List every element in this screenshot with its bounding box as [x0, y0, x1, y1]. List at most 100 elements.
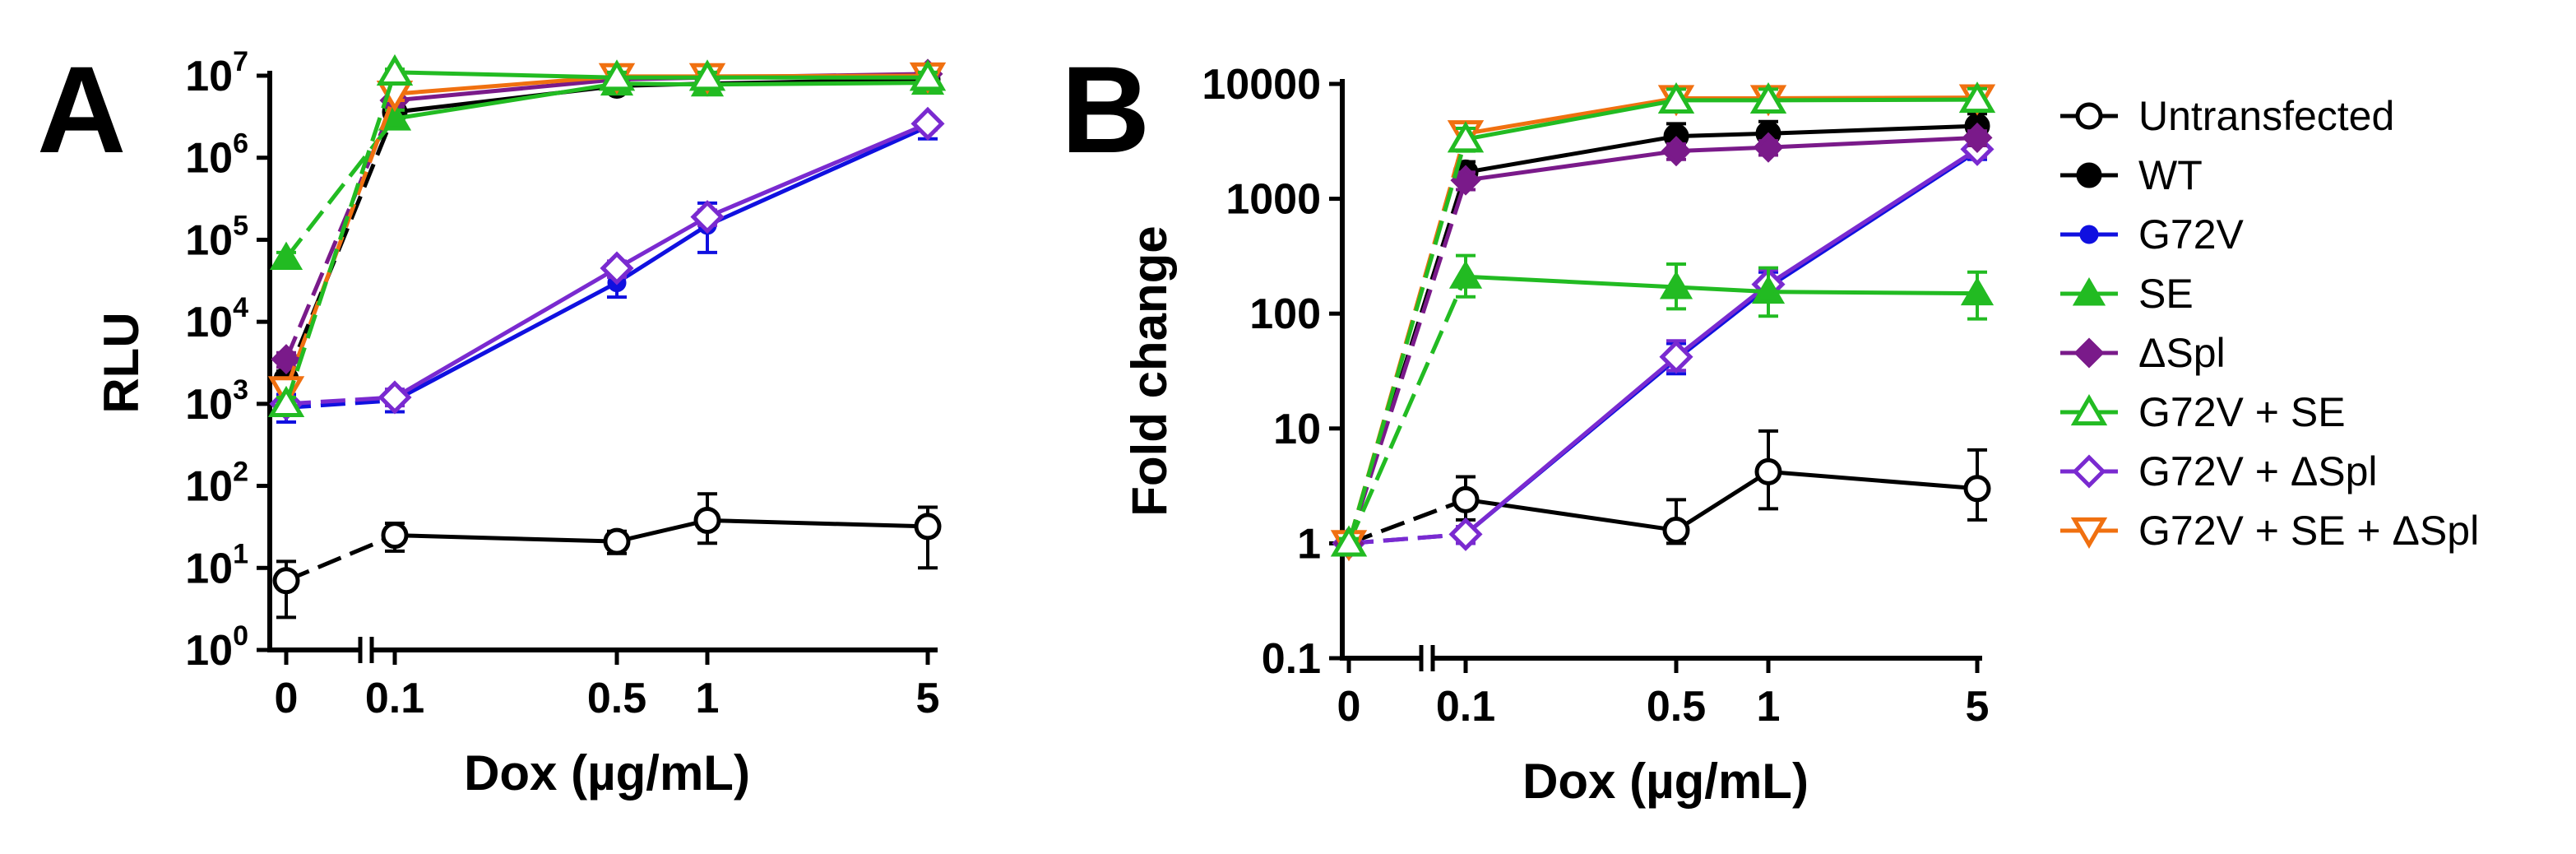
- b-series-line: [1675, 470, 1770, 532]
- a-series-line: [707, 122, 929, 219]
- legend-item-g72v_dspl: G72V + ΔSpl: [2060, 448, 2378, 494]
- a-y-tick-label: 105: [185, 210, 248, 264]
- b-y-tick-label: 10000: [1202, 61, 1321, 109]
- b-data-point: [1963, 475, 1991, 503]
- b-series-line: [1465, 274, 1677, 290]
- a-y-tick-exponent: 1: [233, 538, 248, 569]
- a-y-tick-base: 10: [185, 627, 233, 675]
- a-series-line: [284, 72, 397, 405]
- panel-b-label: B: [1061, 40, 1150, 179]
- legend-item-dspl: ΔSpl: [2060, 330, 2226, 376]
- b-series-line: [1465, 149, 1677, 183]
- b-data-point: [1960, 276, 1995, 306]
- legend-label: G72V + SE + ΔSpl: [2138, 508, 2479, 554]
- legend-item-wt: WT: [2060, 152, 2203, 198]
- legend-label: SE: [2138, 271, 2194, 317]
- a-y-tick-label: 106: [185, 128, 248, 183]
- a-data-point: [381, 522, 409, 550]
- b-x-tick-label: 0.5: [1647, 683, 1706, 731]
- legend-marker: [2076, 162, 2102, 188]
- b-series-line: [1465, 95, 1677, 136]
- b-data-point: [1662, 516, 1690, 544]
- legend-item-g72v_se_dspl: G72V + SE + ΔSpl: [2060, 508, 2479, 554]
- a-data-point: [690, 200, 725, 234]
- a-y-tick-base: 10: [185, 381, 233, 429]
- b-series-g72v_se: [1330, 81, 1996, 557]
- legend-marker: [2073, 337, 2105, 369]
- b-series-line: [1675, 285, 1769, 295]
- b-x-tick-label: 5: [1966, 683, 1990, 731]
- b-series-line: [1346, 138, 1468, 545]
- b-y-tick-label: 10: [1273, 406, 1321, 453]
- legend-item-g72v_se: G72V + SE: [2060, 389, 2346, 435]
- b-y-tick-label: 1000: [1225, 176, 1321, 224]
- a-series-line: [394, 70, 618, 80]
- a-y-tick-base: 10: [185, 216, 233, 264]
- a-y-tick-base: 10: [185, 53, 233, 100]
- a-y-tick-exponent: 5: [233, 210, 248, 241]
- plot-b: 0.1 1 10 100 1000 10000 0 0.1 0.5 1 5 Dox (µg/mL) Fo…: [1122, 61, 1996, 809]
- b-series-line: [1768, 469, 1978, 491]
- a-data-point: [267, 385, 305, 417]
- a-series-line: [394, 81, 618, 121]
- b-x-tick-label: 1: [1757, 683, 1781, 731]
- legend-marker: [2070, 394, 2108, 426]
- a-y-tick-base: 10: [185, 463, 233, 511]
- a-y-tick-base: 10: [185, 299, 233, 346]
- a-series-line: [707, 81, 929, 87]
- legend-marker: [2072, 277, 2106, 306]
- legend: Untransfected WT G72V SE ΔSpl G72V + SE G72V +…: [2060, 93, 2479, 554]
- b-data-point: [1661, 136, 1692, 167]
- a-data-point: [693, 506, 721, 534]
- b-series-line: [1675, 282, 1770, 359]
- a-x-tick-label: 0.1: [365, 675, 424, 722]
- b-series-line: [1768, 290, 1978, 296]
- b-data-point: [1448, 517, 1483, 551]
- legend-label: G72V: [2138, 211, 2245, 258]
- b-series-line: [1346, 179, 1468, 545]
- a-data-point: [603, 527, 631, 555]
- a-series-untransfected: [272, 492, 942, 620]
- legend-marker: [2070, 517, 2108, 549]
- a-data-point: [909, 59, 947, 91]
- a-y-tick-label: 100: [185, 620, 248, 675]
- b-series-untransfected: [1335, 429, 1991, 557]
- b-series-se: [1332, 253, 1995, 555]
- legend-label: Untransfected: [2138, 93, 2394, 139]
- a-series-line: [284, 93, 397, 391]
- a-data-point: [910, 106, 945, 141]
- b-series-line: [1768, 123, 1978, 136]
- a-data-point: [688, 59, 726, 91]
- a-series-line: [393, 281, 619, 402]
- b-data-point: [1659, 340, 1693, 374]
- a-series-line: [284, 100, 397, 360]
- b-data-point: [1447, 121, 1485, 153]
- b-data-point: [1657, 81, 1695, 114]
- b-data-point: [1962, 122, 1993, 153]
- a-x-tick-label: 0.5: [587, 675, 646, 722]
- a-data-point: [914, 513, 942, 541]
- b-series-g72v_se_dspl: [1330, 84, 1996, 562]
- b-x-tick-label: 0.1: [1436, 683, 1495, 731]
- a-series-line: [706, 124, 929, 228]
- a-y-tick-label: 103: [185, 374, 248, 429]
- legend-label: ΔSpl: [2138, 330, 2226, 376]
- b-data-point: [1450, 165, 1481, 196]
- b-series-line: [1768, 135, 1978, 150]
- a-series-line: [615, 223, 709, 285]
- b-series-line: [1675, 145, 1769, 154]
- b-data-point: [1330, 525, 1368, 557]
- a-series-line: [285, 533, 396, 583]
- b-data-point: [1751, 275, 1786, 304]
- a-series-line: [285, 395, 396, 406]
- a-data-point: [271, 344, 302, 375]
- b-data-point: [1452, 485, 1480, 513]
- a-y-axis-title: RLU: [94, 312, 149, 413]
- b-x-tick-label: 0: [1337, 683, 1361, 731]
- a-series-g72v_se: [267, 53, 947, 417]
- b-y-tick-label: 0.1: [1262, 635, 1321, 683]
- legend-marker: [2075, 102, 2103, 130]
- panel-a-label: A: [37, 40, 126, 179]
